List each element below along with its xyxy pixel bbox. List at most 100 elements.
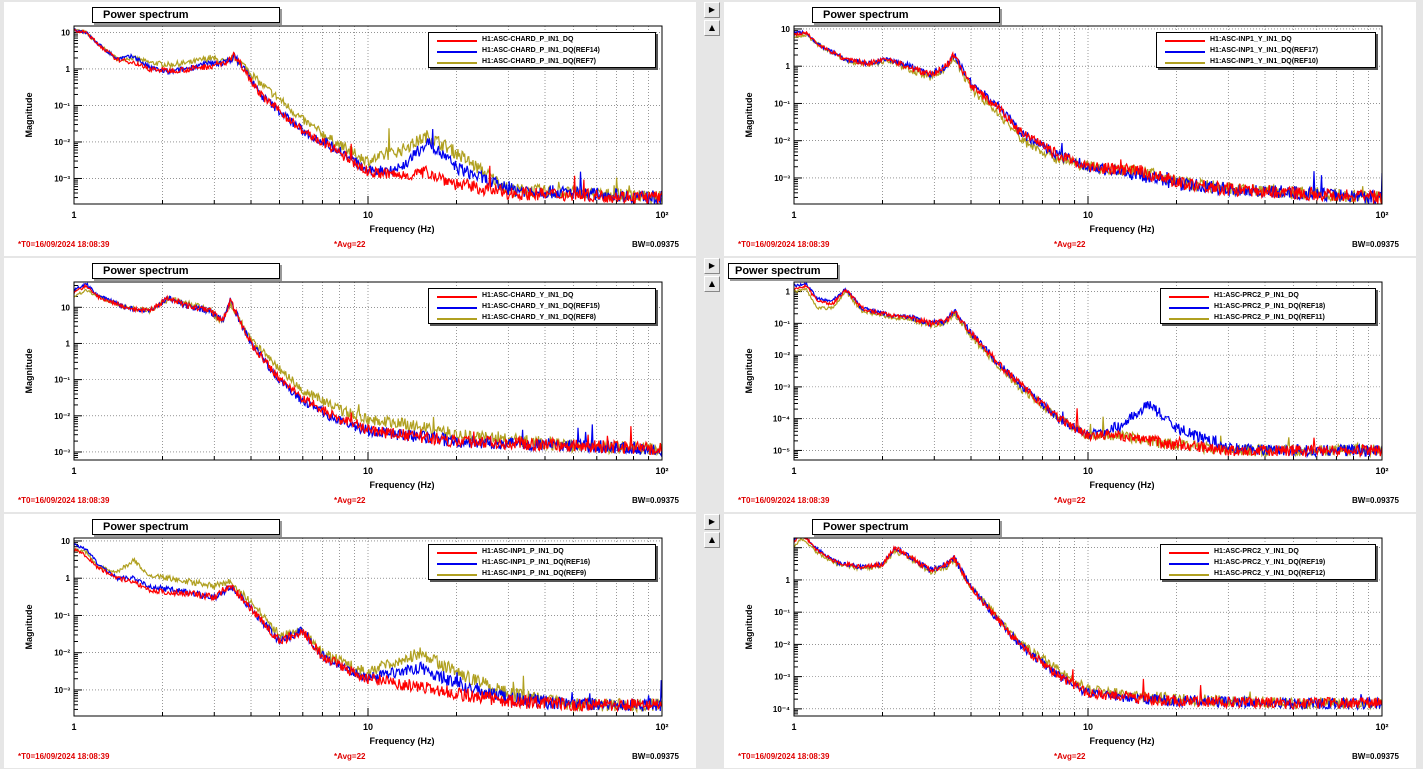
panel-title-text: Power spectrum (103, 9, 189, 21)
spectrum-plot: 1 10 10² 10⁻⁵ 10⁻⁴ 10⁻³ 10⁻² 10⁻¹ 1 Frequency (Hz… (744, 281, 1389, 490)
footer-t0: *T0=16/09/2024 18:08:39 (18, 240, 110, 249)
triangle-up-icon[interactable]: ▲ (704, 532, 720, 548)
legend-label: H1:ASC-CHARD_Y_IN1_DQ(REF8) (482, 314, 596, 321)
spectrum-panel: Power spectrum 1 10 10² 10⁻⁵ 10⁻⁴ 10⁻³ 10⁻² 10⁻¹… (724, 258, 1416, 512)
y-tick-label: 10⁻¹ (54, 376, 70, 385)
footer-avg: *Avg=22 (1054, 496, 1086, 505)
x-tick-label: 10 (363, 722, 373, 732)
y-tick-label: 10⁻² (774, 640, 790, 649)
x-tick-label: 1 (71, 466, 76, 476)
y-axis-label: Magnitude (24, 605, 34, 650)
footer-t0: *T0=16/09/2024 18:08:39 (738, 496, 830, 505)
legend-entry: H1:ASC-INP1_Y_IN1_DQ(REF17) (1157, 46, 1375, 57)
footer-avg: *Avg=22 (1054, 752, 1086, 761)
triangle-right-icon[interactable]: ▶ (704, 2, 720, 18)
legend-label: H1:ASC-INP1_P_IN1_DQ(REF16) (482, 559, 591, 566)
y-axis-label: Magnitude (744, 605, 754, 650)
panel-title-text: Power spectrum (735, 265, 821, 277)
footer-t0: *T0=16/09/2024 18:08:39 (18, 752, 110, 761)
x-tick-label: 1 (71, 722, 76, 732)
legend-label: H1:ASC-CHARD_P_IN1_DQ(REF14) (482, 47, 600, 54)
legend-label: H1:ASC-PRC2_P_IN1_DQ (1214, 292, 1299, 299)
y-tick-label: 1 (66, 339, 71, 348)
panel-title-text: Power spectrum (823, 9, 909, 21)
footer-bw: BW=0.09375 (1352, 496, 1399, 505)
legend: H1:ASC-PRC2_Y_IN1_DQ H1:ASC-PRC2_Y_IN1_DQ… (1160, 544, 1376, 580)
series-line-0 (794, 538, 1382, 711)
y-tick-label: 10⁻¹ (774, 319, 790, 328)
y-tick-label: 1 (786, 288, 791, 297)
x-axis-label: Frequency (Hz) (1089, 480, 1154, 490)
legend-entry: H1:ASC-PRC2_Y_IN1_DQ (1161, 547, 1375, 558)
x-axis-label: Frequency (Hz) (369, 480, 434, 490)
y-tick-label: 10 (61, 537, 70, 546)
legend-entry: H1:ASC-INP1_Y_IN1_DQ (1157, 35, 1375, 46)
x-tick-label: 10² (655, 210, 668, 220)
legend-swatch (437, 318, 477, 320)
legend-entry: H1:ASC-PRC2_Y_IN1_DQ(REF19) (1161, 558, 1375, 569)
triangle-right-icon[interactable]: ▶ (704, 514, 720, 530)
series-line-0 (794, 283, 1382, 459)
x-tick-label: 10 (1083, 722, 1093, 732)
spectrum-panel: Power spectrum 1 10 10² 10⁻³ 10⁻² 10⁻¹ 1 10 Frequ… (4, 514, 696, 768)
legend-swatch (1165, 51, 1205, 53)
series-line-0 (74, 283, 662, 455)
spectrum-panel: Power spectrum 1 10 10² 10⁻⁴ 10⁻³ 10⁻² 10⁻¹ 1 Fre… (724, 514, 1416, 768)
legend-label: H1:ASC-INP1_P_IN1_DQ(REF9) (482, 570, 587, 577)
y-tick-label: 1 (66, 65, 71, 74)
panel-title: Power spectrum (728, 263, 838, 279)
footer-bw: BW=0.09375 (1352, 240, 1399, 249)
triangle-up-icon[interactable]: ▲ (704, 276, 720, 292)
legend-swatch (1169, 296, 1209, 298)
x-tick-label: 1 (791, 466, 796, 476)
footer-t0: *T0=16/09/2024 18:08:39 (738, 240, 830, 249)
footer-bw: BW=0.09375 (632, 752, 679, 761)
plot-frame (793, 537, 1383, 717)
footer-avg: *Avg=22 (334, 240, 366, 249)
y-tick-label: 10⁻³ (774, 383, 790, 392)
x-tick-label: 10² (1375, 210, 1388, 220)
x-tick-label: 10² (655, 466, 668, 476)
legend-entry: H1:ASC-CHARD_P_IN1_DQ (429, 35, 655, 46)
y-tick-label: 10⁻¹ (774, 99, 790, 108)
legend-swatch (437, 552, 477, 554)
legend-label: H1:ASC-INP1_Y_IN1_DQ(REF17) (1210, 47, 1319, 54)
legend-label: H1:ASC-INP1_P_IN1_DQ (482, 548, 564, 555)
legend-swatch (437, 307, 477, 309)
y-tick-label: 10⁻³ (54, 686, 70, 695)
y-tick-label: 10⁻² (54, 649, 70, 658)
panel-title: Power spectrum (92, 7, 280, 23)
spectrum-plot: 1 10 10² 10⁻³ 10⁻² 10⁻¹ 1 10 Frequency (Hz) Magni… (744, 25, 1389, 234)
panel-title: Power spectrum (92, 519, 280, 535)
y-tick-label: 1 (66, 574, 71, 583)
y-tick-label: 10⁻² (774, 137, 790, 146)
legend-swatch (437, 40, 477, 42)
y-tick-label: 10⁻⁴ (773, 705, 790, 714)
legend-swatch (1169, 574, 1209, 576)
triangle-up-icon[interactable]: ▲ (704, 20, 720, 36)
x-axis-label: Frequency (Hz) (369, 736, 434, 746)
footer-bw: BW=0.09375 (632, 496, 679, 505)
legend-label: H1:ASC-INP1_Y_IN1_DQ(REF10) (1210, 58, 1319, 65)
y-tick-label: 10 (61, 28, 70, 37)
y-axis-label: Magnitude (24, 93, 34, 138)
legend-entry: H1:ASC-INP1_P_IN1_DQ(REF9) (429, 569, 655, 580)
y-axis-label: Magnitude (744, 349, 754, 394)
x-tick-label: 10 (1083, 466, 1093, 476)
panel-title: Power spectrum (812, 519, 1000, 535)
x-tick-label: 1 (791, 722, 796, 732)
triangle-right-icon[interactable]: ▶ (704, 258, 720, 274)
plot-frame (73, 281, 663, 461)
legend: H1:ASC-PRC2_P_IN1_DQ H1:ASC-PRC2_P_IN1_DQ… (1160, 288, 1376, 324)
legend-label: H1:ASC-PRC2_Y_IN1_DQ(REF12) (1214, 570, 1326, 577)
y-tick-label: 10⁻² (774, 351, 790, 360)
footer-avg: *Avg=22 (1054, 240, 1086, 249)
x-tick-label: 10 (363, 466, 373, 476)
footer-bw: BW=0.09375 (1352, 752, 1399, 761)
y-tick-label: 1 (786, 576, 791, 585)
plot-frame (793, 281, 1383, 461)
y-tick-label: 10 (61, 303, 70, 312)
legend: H1:ASC-INP1_Y_IN1_DQ H1:ASC-INP1_Y_IN1_DQ… (1156, 32, 1376, 68)
legend-swatch (437, 62, 477, 64)
legend-label: H1:ASC-CHARD_Y_IN1_DQ (482, 292, 574, 299)
